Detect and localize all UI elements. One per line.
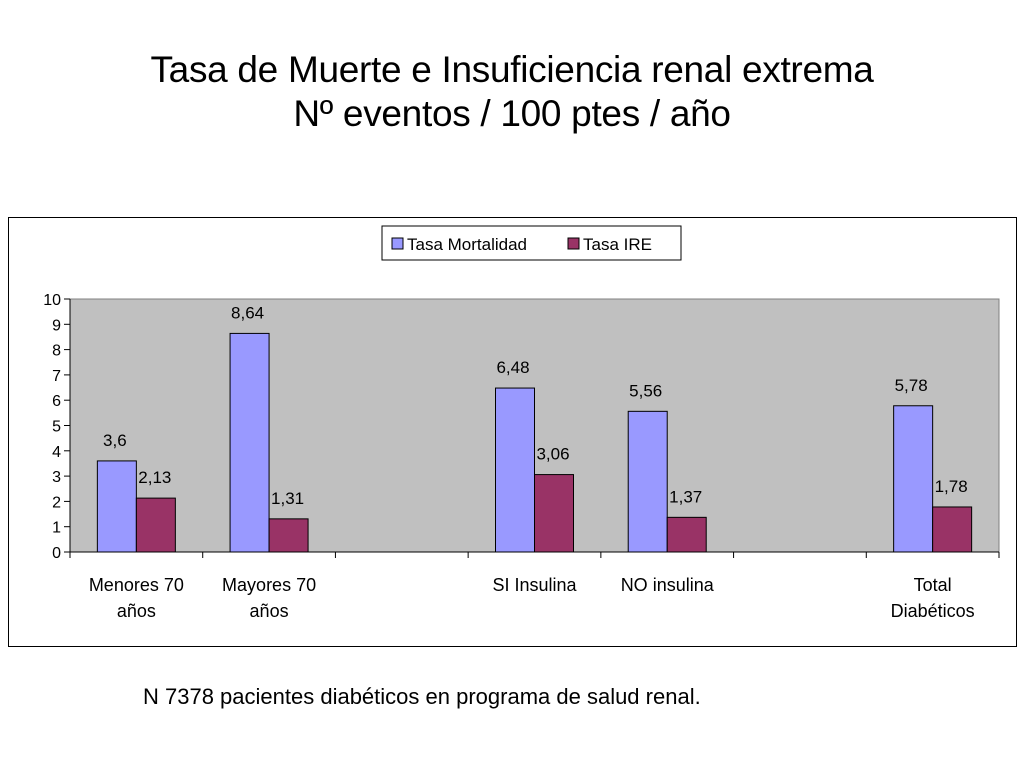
- x-tick-label: Diabéticos: [891, 601, 975, 621]
- bar: [229, 332, 270, 553]
- x-tick-label: SI Insulina: [492, 575, 577, 595]
- x-tick-label: Mayores 70: [222, 575, 316, 595]
- data-label: 2,13: [138, 468, 171, 487]
- x-tick-label: años: [250, 601, 289, 621]
- data-label: 3,6: [103, 431, 127, 450]
- legend-swatch: [567, 237, 580, 250]
- legend-box: [381, 225, 682, 261]
- bar: [534, 474, 574, 553]
- y-tick-label: 10: [43, 292, 61, 309]
- y-tick-label: 0: [52, 545, 61, 562]
- y-tick-label: 9: [52, 317, 61, 334]
- data-label: 6,48: [496, 358, 529, 377]
- x-tick-label: Menores 70: [89, 575, 184, 595]
- y-tick-label: 4: [52, 444, 61, 461]
- bar: [495, 387, 535, 553]
- y-tick-label: 7: [52, 368, 61, 385]
- footnote: N 7378 pacientes diabéticos en programa …: [143, 684, 701, 709]
- y-tick-label: 3: [52, 469, 61, 486]
- x-tick-label: Total: [914, 575, 952, 595]
- data-label: 1,37: [669, 487, 702, 506]
- chart-frame: 0 1 2 3 4 5 6 7 8 9 10 Menores 70 años Mayores 70 años…: [8, 217, 1017, 647]
- bar: [627, 410, 668, 553]
- data-label: 1,31: [271, 489, 304, 508]
- bar: [932, 506, 973, 553]
- bar: [135, 497, 176, 553]
- y-tick-label: 8: [52, 343, 61, 360]
- title-line-1: Tasa de Muerte e Insuficiencia renal ext…: [150, 49, 874, 90]
- data-label: 3,06: [536, 445, 569, 464]
- legend-swatch: [391, 237, 404, 250]
- data-label: 5,56: [629, 381, 662, 400]
- y-tick-label: 1: [52, 520, 61, 537]
- y-tick-label: 2: [52, 494, 61, 511]
- bar: [96, 460, 137, 553]
- legend-label: Tasa Mortalidad: [407, 235, 527, 254]
- bar-chart: 0 1 2 3 4 5 6 7 8 9 10 Menores 70 años Mayores 70 años…: [43, 225, 1000, 621]
- data-label: 8,64: [231, 303, 264, 322]
- title-line-2: Nº eventos / 100 ptes / año: [293, 93, 731, 134]
- bar: [268, 518, 309, 553]
- bar: [893, 405, 934, 553]
- slide-title: Tasa de Muerte e Insuficiencia renal ext…: [0, 48, 1024, 136]
- legend-label: Tasa IRE: [583, 235, 652, 254]
- y-tick-label: 6: [52, 393, 61, 410]
- y-tick-label: 5: [52, 419, 61, 436]
- bar: [666, 516, 707, 553]
- x-tick-label: NO insulina: [621, 575, 715, 595]
- data-label: 5,78: [895, 376, 928, 395]
- x-tick-label: años: [117, 601, 156, 621]
- data-label: 1,78: [935, 477, 968, 496]
